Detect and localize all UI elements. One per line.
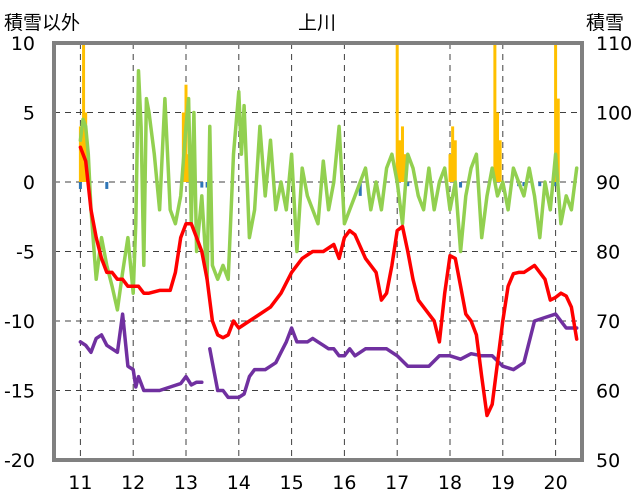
bar [200, 182, 204, 188]
y-left-tick-label: 0 [23, 172, 35, 194]
x-tick-label: 16 [332, 472, 356, 494]
bar [493, 43, 497, 182]
y-right-tick-label: 100 [596, 103, 632, 125]
y-left-tick-label: 10 [11, 33, 35, 55]
bar [82, 43, 86, 182]
bar [554, 182, 558, 187]
bar [395, 43, 399, 182]
bar [398, 140, 402, 182]
green-series-line [78, 69, 579, 312]
y-right-tick-label: 50 [596, 450, 620, 472]
red-series-line [78, 145, 579, 418]
x-tick-label: 19 [491, 472, 515, 494]
y-left-tick-label: -15 [4, 381, 35, 403]
y-left-tick-label: -10 [4, 311, 35, 333]
x-tick-label: 20 [544, 472, 568, 494]
y-left-tick-label: -20 [4, 450, 35, 472]
purple-series-line [78, 312, 204, 393]
bar [84, 112, 88, 182]
x-tick-label: 15 [280, 472, 304, 494]
x-tick-label: 18 [438, 472, 462, 494]
y-left-tick-label: 5 [23, 103, 35, 125]
bar [400, 126, 404, 182]
bar [522, 182, 526, 187]
bar [498, 140, 502, 182]
x-tick-label: 12 [121, 472, 145, 494]
bar [78, 182, 82, 189]
negative-bars [78, 182, 558, 196]
bar [556, 98, 560, 182]
series-lines [78, 69, 579, 418]
bar [554, 43, 558, 182]
bar [453, 140, 457, 182]
purple-series-line [208, 312, 579, 400]
plot-frame [52, 41, 584, 462]
y-right-tick-label: 70 [596, 311, 620, 333]
bar [496, 112, 500, 182]
x-tick-label: 14 [227, 472, 251, 494]
x-tick-label: 13 [174, 472, 198, 494]
bar [448, 154, 452, 182]
bar [80, 140, 84, 182]
x-tick-label: 11 [68, 472, 92, 494]
bar [406, 182, 410, 187]
left-axis-label: 積雪以外 [4, 12, 81, 34]
bar [105, 182, 109, 189]
bar [538, 182, 542, 187]
bar [358, 182, 362, 196]
bar [451, 126, 455, 182]
y-right-tick-label: 60 [596, 381, 620, 403]
bar [459, 182, 463, 188]
bar [78, 126, 82, 182]
chart-title: 上川 [298, 12, 337, 34]
y-right-tick-label: 90 [596, 172, 620, 194]
y-right-tick-label: 110 [596, 33, 632, 55]
x-tick-label: 17 [385, 472, 409, 494]
y-left-tick-label: -5 [16, 242, 35, 264]
right-axis-label: 積雪 [586, 12, 625, 34]
y-right-tick-label: 80 [596, 242, 620, 264]
